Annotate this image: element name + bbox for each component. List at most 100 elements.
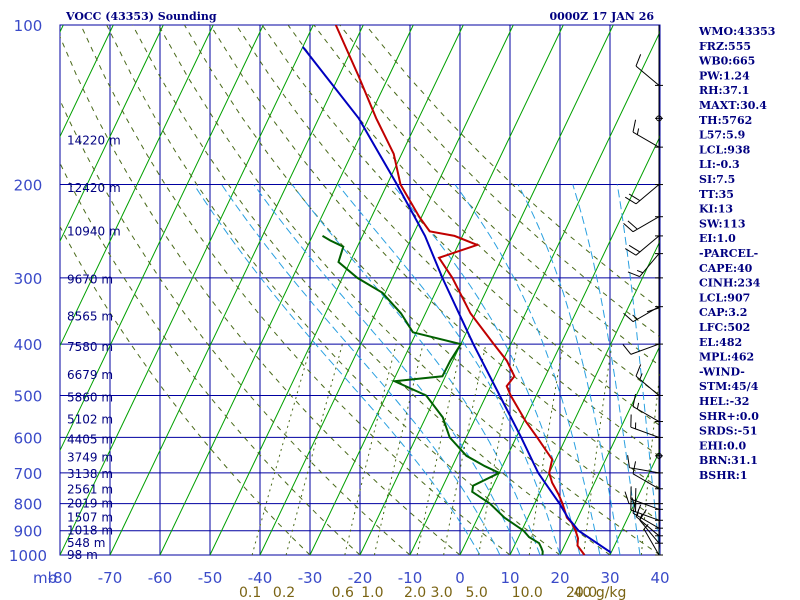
chart-title: VOCC (43353) Sounding bbox=[65, 10, 217, 23]
pressure-tick-label: 700 bbox=[14, 465, 43, 483]
moist-adiabat bbox=[253, 184, 521, 556]
temperature-tick-label: 10 bbox=[500, 569, 519, 587]
mixing-ratio-label: 1.0 bbox=[361, 585, 383, 600]
isotherm bbox=[509, 239, 660, 556]
wind-barbs bbox=[622, 25, 663, 556]
parcel-line bbox=[302, 46, 612, 554]
mixing-ratio-line bbox=[443, 343, 487, 556]
index-line: CAP:3.2 bbox=[699, 306, 747, 319]
height-label: 9670 m bbox=[67, 272, 113, 286]
pressure-tick-label: 500 bbox=[14, 387, 43, 405]
pressure-tick-label: 600 bbox=[14, 429, 43, 447]
index-line: STM:45/4 bbox=[699, 380, 759, 393]
pressure-tick-label: 800 bbox=[14, 496, 43, 514]
index-line: PW:1.24 bbox=[699, 69, 750, 82]
wind-barb-feather bbox=[627, 220, 638, 230]
wind-barb-half-feather bbox=[639, 373, 643, 380]
index-line: LCL:907 bbox=[699, 291, 750, 304]
mixing-ratio-label: 5.0 bbox=[465, 585, 487, 600]
index-line: L57:5.9 bbox=[699, 129, 745, 142]
index-line: EHI:0.0 bbox=[699, 439, 746, 452]
dewpoint-line bbox=[321, 235, 544, 556]
index-line: CINH:234 bbox=[699, 277, 761, 290]
mixing-ratio-line bbox=[528, 344, 564, 556]
temperature-tick-label: 20 bbox=[550, 569, 569, 587]
wind-barb-feather bbox=[624, 196, 637, 205]
wind-barb-feather bbox=[627, 271, 640, 278]
wind-barb-shaft bbox=[632, 473, 660, 490]
pressure-tick-label: 900 bbox=[14, 523, 43, 541]
thermo-background-lines bbox=[60, 25, 660, 556]
index-line: TH:5762 bbox=[699, 114, 752, 127]
height-label: 1018 m bbox=[67, 524, 113, 538]
temperature-tick-label: -30 bbox=[298, 569, 323, 587]
wind-barb-feather bbox=[623, 312, 634, 323]
index-line: EL:482 bbox=[699, 336, 742, 349]
wind-barb-shaft bbox=[639, 519, 660, 544]
mixing-ratio-label: 0.1 bbox=[239, 585, 261, 600]
moist-adiabat bbox=[616, 184, 660, 556]
moist-adiabat bbox=[392, 184, 581, 556]
wind-barb-feather bbox=[632, 119, 637, 133]
wind-barb-half-feather bbox=[631, 497, 635, 504]
isotherm bbox=[259, 25, 514, 556]
isotherm bbox=[359, 25, 614, 556]
pressure-isotherm-grid bbox=[59, 24, 661, 556]
dry-adiabat bbox=[106, 25, 561, 556]
dry-adiabat bbox=[60, 35, 461, 556]
isotherm bbox=[60, 25, 114, 138]
isotherm bbox=[109, 25, 364, 556]
index-line: RH:37.1 bbox=[699, 84, 749, 97]
index-line: FRZ:555 bbox=[699, 40, 751, 53]
index-line: LCL:938 bbox=[699, 143, 751, 156]
mixing-ratio-line bbox=[416, 343, 463, 556]
index-line: LFC:502 bbox=[699, 321, 750, 334]
calm-wind-circle bbox=[656, 115, 662, 122]
index-line: KI:13 bbox=[699, 203, 733, 216]
moist-adiabat bbox=[454, 184, 601, 556]
calm-wind-circle bbox=[656, 452, 662, 459]
mixing-ratio-label: 10.0 bbox=[512, 585, 543, 600]
isotherm bbox=[60, 25, 314, 556]
isotherm bbox=[559, 344, 660, 556]
wind-barb-feather bbox=[624, 248, 637, 256]
mixing-ratio-label: 0.2 bbox=[273, 585, 295, 600]
dry-adiabat bbox=[132, 25, 611, 556]
moist-adiabat bbox=[193, 184, 481, 556]
wind-barb-half-feather bbox=[643, 523, 649, 530]
height-label: 12420 m bbox=[67, 181, 121, 195]
mixing-ratio-label: 2.0 bbox=[404, 585, 426, 600]
isotherm bbox=[409, 30, 660, 556]
height-label: 7580 m bbox=[67, 340, 113, 354]
temperature-tick-label: -70 bbox=[98, 569, 123, 587]
isotherm bbox=[60, 25, 264, 452]
pressure-tick-label: 300 bbox=[14, 270, 43, 288]
isotherm bbox=[60, 25, 214, 347]
wind-barb-feather bbox=[623, 222, 634, 233]
temperature-tick-label: -20 bbox=[348, 569, 373, 587]
wind-barb-shaft bbox=[629, 467, 660, 474]
wind-barb-feather bbox=[627, 455, 630, 468]
index-line: SRDS:-51 bbox=[699, 425, 758, 438]
index-line: BSHR:1 bbox=[699, 469, 748, 482]
temperature-tick-label: -50 bbox=[198, 569, 223, 587]
index-line: EI:1.0 bbox=[699, 232, 736, 245]
index-line: SI:7.5 bbox=[699, 173, 735, 186]
temperature-tick-label: -60 bbox=[148, 569, 173, 587]
index-line: WMO:43353 bbox=[698, 25, 775, 38]
index-line: HEL:-32 bbox=[699, 395, 749, 408]
height-label: 98 m bbox=[67, 548, 98, 562]
wind-barb-feather bbox=[624, 491, 630, 504]
wind-barb-feather bbox=[646, 307, 660, 313]
height-label: 10940 m bbox=[67, 224, 121, 238]
height-label: 548 m bbox=[67, 536, 105, 550]
index-line: CAPE:40 bbox=[699, 262, 753, 275]
dry-adiabat bbox=[60, 225, 311, 556]
mixing-ratio-line bbox=[285, 343, 343, 556]
dry-adiabat bbox=[183, 25, 660, 522]
pressure-tick-label: 400 bbox=[14, 336, 43, 354]
index-line: -WIND- bbox=[699, 365, 745, 378]
temperature-tick-label: -80 bbox=[48, 569, 73, 587]
